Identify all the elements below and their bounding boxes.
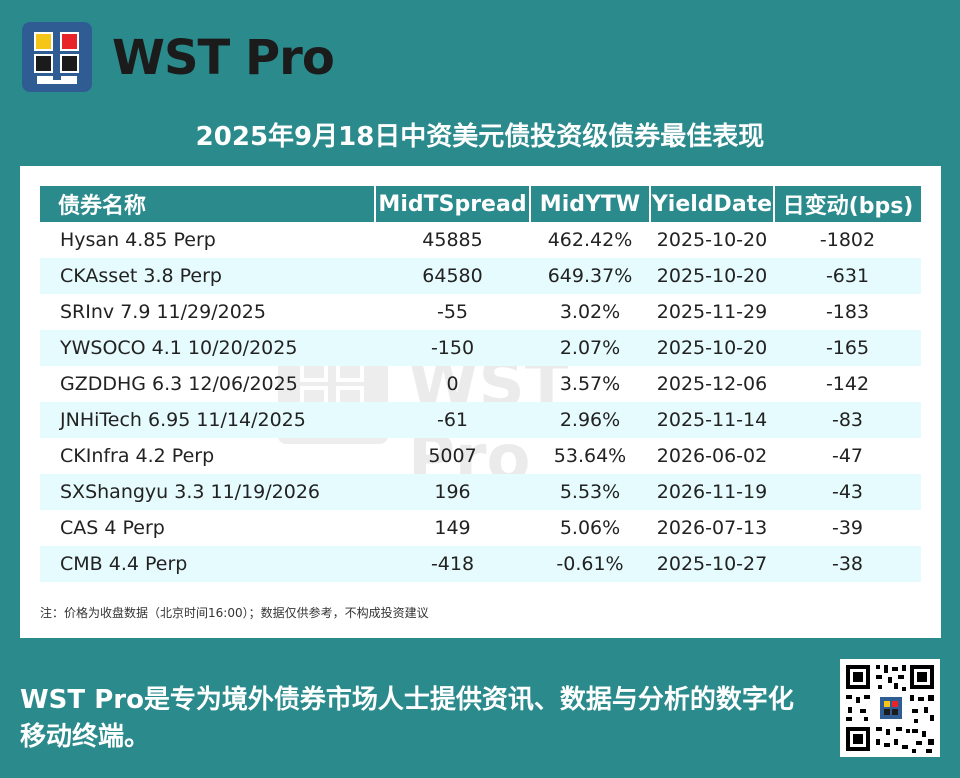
yielddate-cell: 2025-10-27: [650, 546, 774, 582]
midytw-cell: 462.42%: [547, 229, 633, 251]
bond-name-cell: Hysan 4.85 Perp: [60, 229, 216, 251]
daily-change-cell: -183: [825, 301, 870, 323]
daily-change-cell: -1802: [819, 229, 876, 251]
yielddate-cell: 2025-12-06: [656, 373, 768, 395]
wst-logo-icon: [22, 22, 92, 92]
bond-name-cell: GZDDHG 6.3 12/06/2025: [60, 373, 298, 395]
midtspread-cell: -61: [375, 402, 530, 438]
midtspread-cell: -55: [436, 301, 469, 323]
midtspread-cell: 5007: [428, 445, 477, 467]
table-row: JNHiTech 6.95 11/14/2025 -61 2.96% 2025-…: [40, 402, 921, 438]
midtspread-cell: -418: [375, 546, 530, 582]
page-title: 2025年9月18日中资美元债投资级债券最佳表现: [195, 122, 765, 152]
header-midtspread: MidTSpread: [375, 186, 531, 222]
daily-change-cell: -47: [831, 445, 864, 467]
bond-name-cell: SXShangyu 3.3 11/19/2026: [40, 474, 375, 510]
table-header-row: 债券名称 MidTSpread MidYTW YieldDate 日变动(bps…: [40, 186, 921, 222]
bond-name-cell: CKInfra 4.2 Perp: [60, 445, 215, 467]
midtspread-cell: -150: [375, 330, 530, 366]
midytw-cell: 3.57%: [559, 373, 621, 395]
yielddate-cell: 2026-11-19: [650, 474, 774, 510]
header-midytw: MidYTW: [530, 186, 651, 222]
table-row: SRInv 7.9 11/29/2025 -55 3.02% 2025-11-2…: [40, 294, 921, 330]
midtspread-cell: 149: [434, 517, 471, 539]
yielddate-cell: 2025-11-29: [656, 301, 768, 323]
yielddate-cell: 2026-07-13: [656, 517, 768, 539]
bond-name-cell: YWSOCO 4.1 10/20/2025: [40, 330, 375, 366]
table-row: Hysan 4.85 Perp 45885 462.42% 2025-10-20…: [40, 222, 921, 258]
bond-name-cell: JNHiTech 6.95 11/14/2025: [40, 402, 375, 438]
midtspread-cell: 0: [446, 373, 459, 395]
slogan-text: WST Pro是专为境外债券市场人士提供资讯、数据与分析的数字化移动终端。: [20, 685, 794, 752]
daily-change-cell: -39: [831, 517, 864, 539]
disclaimer-note: 注：价格为收盘数据（北京时间16:00）；数据仅供参考，不构成投资建议: [40, 606, 429, 620]
bond-name-cell: CAS 4 Perp: [60, 517, 165, 539]
midtspread-cell: 64580: [375, 258, 530, 294]
bond-table: 债券名称 MidTSpread MidYTW YieldDate 日变动(bps…: [40, 186, 921, 582]
daily-change-cell: -142: [825, 373, 870, 395]
table-row: GZDDHG 6.3 12/06/2025 0 3.57% 2025-12-06…: [40, 366, 921, 402]
daily-change-cell: -83: [774, 402, 921, 438]
header-daily-change: 日变动(bps): [774, 186, 921, 222]
yielddate-cell: 2025-10-20: [656, 229, 768, 251]
midytw-cell: 2.07%: [530, 330, 650, 366]
midytw-cell: 3.02%: [559, 301, 621, 323]
qr-code-icon: [840, 659, 940, 757]
yielddate-cell: 2025-10-20: [650, 258, 774, 294]
table-panel: WST Pro 债券名称 MidTSpread MidYTW YieldDate…: [20, 166, 941, 638]
yielddate-cell: 2025-10-20: [650, 330, 774, 366]
header-bond-name: 债券名称: [40, 186, 376, 222]
midytw-cell: 2.96%: [530, 402, 650, 438]
table-row: CAS 4 Perp 149 5.06% 2026-07-13 -39: [40, 510, 921, 546]
header-yielddate: YieldDate: [650, 186, 775, 222]
table-row: CKInfra 4.2 Perp 5007 53.64% 2026-06-02 …: [40, 438, 921, 474]
yielddate-cell: 2025-11-14: [650, 402, 774, 438]
midtspread-cell: 196: [375, 474, 530, 510]
midytw-cell: -0.61%: [530, 546, 650, 582]
midytw-cell: 5.06%: [559, 517, 621, 539]
table-row: YWSOCO 4.1 10/20/2025 -150 2.07% 2025-10…: [40, 330, 921, 366]
bond-name-cell: SRInv 7.9 11/29/2025: [60, 301, 266, 323]
midytw-cell: 649.37%: [530, 258, 650, 294]
table-row: CKAsset 3.8 Perp 64580 649.37% 2025-10-2…: [40, 258, 921, 294]
bond-name-cell: CMB 4.4 Perp: [40, 546, 375, 582]
daily-change-cell: -631: [774, 258, 921, 294]
bond-name-cell: CKAsset 3.8 Perp: [40, 258, 375, 294]
daily-change-cell: -43: [774, 474, 921, 510]
table-row: CMB 4.4 Perp -418 -0.61% 2025-10-27 -38: [40, 546, 921, 582]
daily-change-cell: -165: [774, 330, 921, 366]
table-row: SXShangyu 3.3 11/19/2026 196 5.53% 2026-…: [40, 474, 921, 510]
midytw-cell: 53.64%: [553, 445, 627, 467]
daily-change-cell: -38: [774, 546, 921, 582]
yielddate-cell: 2026-06-02: [656, 445, 768, 467]
brand-name: WST Pro: [112, 30, 335, 86]
midtspread-cell: 45885: [422, 229, 483, 251]
midytw-cell: 5.53%: [530, 474, 650, 510]
